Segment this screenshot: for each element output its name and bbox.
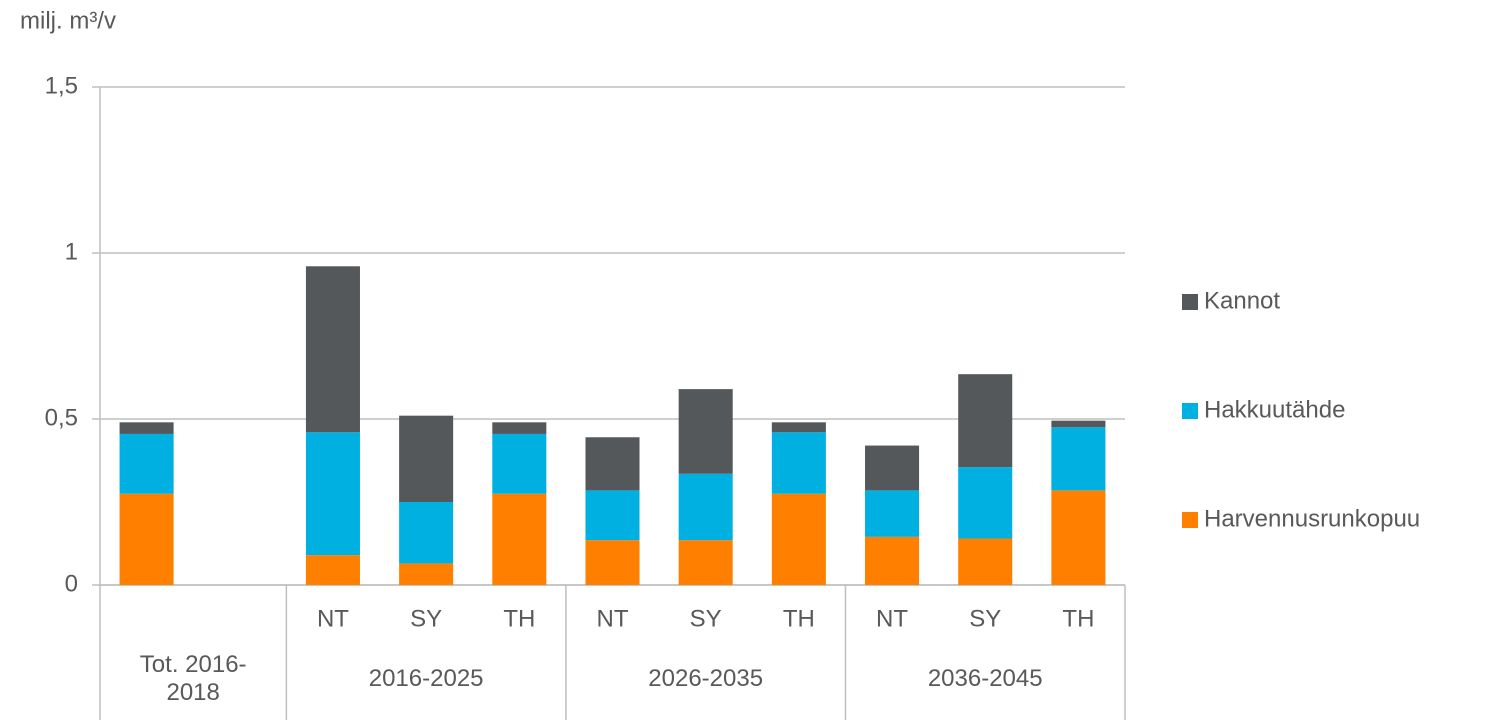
- group-label: Tot. 2016-2018: [139, 651, 247, 706]
- bar-segment: [865, 536, 920, 585]
- bar-segment: [585, 437, 640, 491]
- x-tick-label: NT: [597, 605, 629, 632]
- bar-segment: [305, 555, 360, 585]
- bar-segment: [865, 445, 920, 491]
- group-label: 2036-2045: [927, 665, 1043, 692]
- bar-segment: [958, 467, 1013, 539]
- bar-segment: [1051, 420, 1106, 428]
- bar-segment: [399, 415, 454, 502]
- legend-label: Harvennusrunkopuu: [1204, 505, 1420, 532]
- x-tick-label: SY: [969, 605, 1001, 632]
- bar-segment: [958, 374, 1013, 468]
- bar-segment: [399, 563, 454, 585]
- group-label: 2016-2025: [368, 665, 484, 692]
- x-tick-label: NT: [317, 605, 349, 632]
- bar-segment: [492, 422, 547, 434]
- group-label: 2026-2035: [648, 665, 764, 692]
- bar-segment: [492, 433, 547, 494]
- legend-label: Hakkuutähde: [1204, 396, 1345, 423]
- bar-segment: [119, 493, 174, 585]
- bar-segment: [678, 473, 733, 541]
- x-tick-label: TH: [503, 605, 535, 632]
- x-tick-label: SY: [690, 605, 722, 632]
- bar-segment: [585, 540, 640, 585]
- bar-segment: [305, 432, 360, 556]
- bar-segment: [1051, 490, 1106, 585]
- y-tick-label: 1,5: [45, 72, 78, 99]
- y-tick-label: 1: [65, 238, 78, 265]
- bar-segment: [678, 389, 733, 474]
- x-tick-label: NT: [876, 605, 908, 632]
- x-tick-label: TH: [1062, 605, 1094, 632]
- bar-segment: [865, 490, 920, 537]
- bar-segment: [771, 422, 826, 433]
- bar-segment: [492, 493, 547, 585]
- bar-segment: [305, 266, 360, 433]
- y-tick-label: 0: [65, 570, 78, 597]
- bar-segment: [119, 433, 174, 494]
- bar-segment: [585, 490, 640, 541]
- bar-segment: [771, 493, 826, 585]
- y-tick-label: 0,5: [45, 404, 78, 431]
- axis-title: milj. m³/v: [20, 7, 116, 34]
- x-tick-label: SY: [410, 605, 442, 632]
- bar-segment: [399, 502, 454, 564]
- bar-segment: [958, 538, 1013, 585]
- bar-segment: [1051, 427, 1106, 491]
- bar-segment: [771, 432, 826, 494]
- legend-swatch: [1182, 512, 1198, 528]
- legend-label: Kannot: [1204, 287, 1280, 314]
- bar-segment: [678, 540, 733, 585]
- x-tick-label: TH: [783, 605, 815, 632]
- bar-segment: [119, 422, 174, 434]
- legend-swatch: [1182, 403, 1198, 419]
- legend-swatch: [1182, 294, 1198, 310]
